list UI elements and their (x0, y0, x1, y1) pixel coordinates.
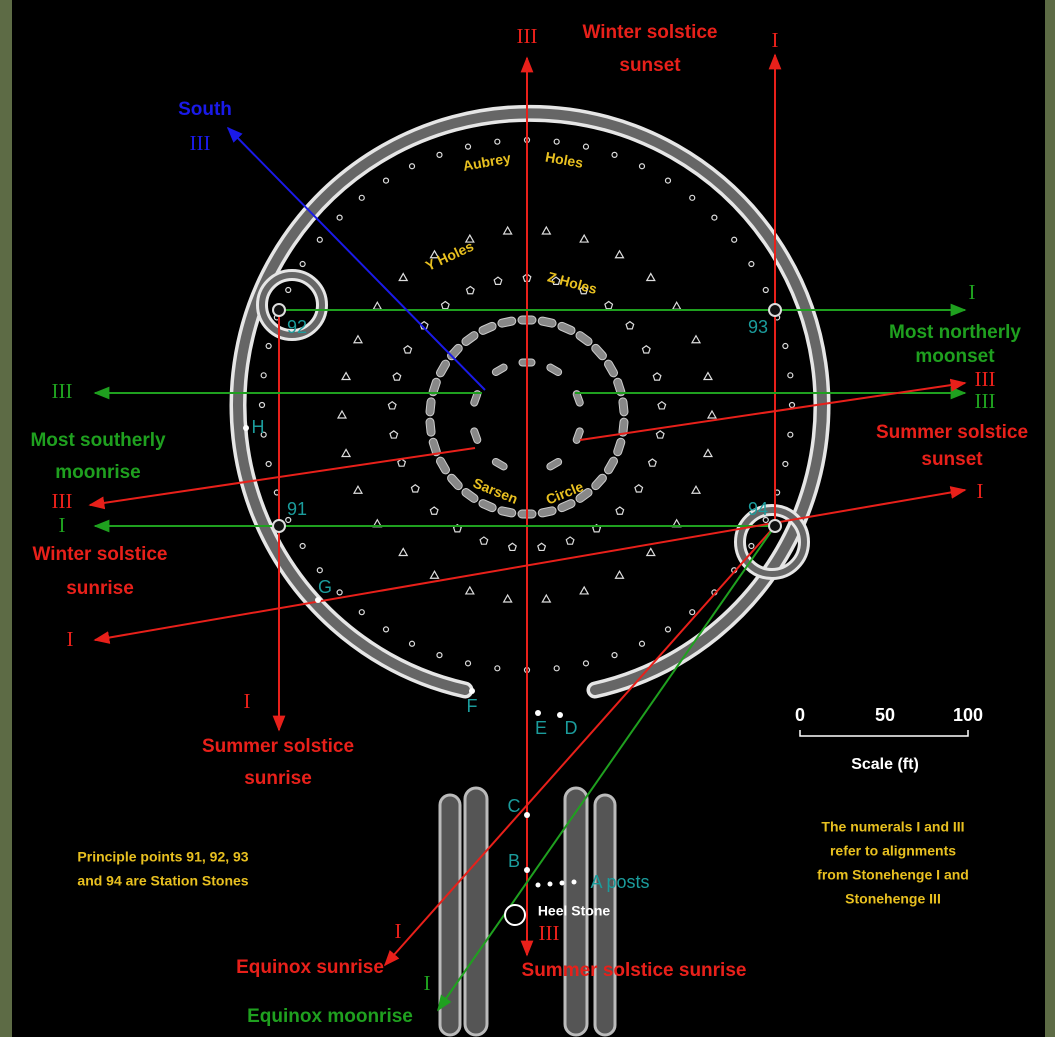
numeral: I (977, 479, 984, 503)
numeral: III (539, 921, 560, 945)
feature-label: Heel Stone (538, 903, 611, 919)
numeral: I (244, 689, 251, 713)
alignment-label: Winter solstice (33, 544, 168, 565)
note: The numerals I and III (821, 819, 964, 835)
marker-dot (469, 688, 475, 694)
numeral: I (59, 513, 66, 537)
marker-dot (243, 425, 249, 431)
marker-dot (524, 812, 530, 818)
marker-label: B (508, 851, 520, 871)
alignment-label: Equinox moonrise (247, 1006, 413, 1027)
marker-dot (524, 867, 530, 873)
body: III Winter solstice sunset I South III I… (0, 0, 1055, 1037)
marker-label: F (467, 696, 478, 716)
note: and 94 are Station Stones (77, 873, 248, 889)
marker-label: H (252, 417, 265, 437)
alignment-label: moonset (915, 346, 995, 367)
station-label: 94 (748, 499, 768, 519)
numeral: I (424, 971, 431, 995)
marker-label: E (535, 718, 547, 738)
station-stone (273, 304, 285, 316)
numeral: III (517, 24, 538, 48)
numeral: I (395, 919, 402, 943)
a-post (572, 880, 577, 885)
alignment-label: Summer solstice sunrise (522, 960, 747, 981)
station-label: 92 (287, 317, 307, 337)
heel-stone (505, 905, 525, 925)
alignment-label: sunset (619, 55, 681, 76)
note: Principle points 91, 92, 93 (77, 849, 248, 865)
sarsen-stone (619, 397, 629, 416)
station-label: 93 (748, 317, 768, 337)
a-post (548, 882, 553, 887)
sarsen-stone (426, 397, 436, 416)
station-stone (769, 304, 781, 316)
avenue-bank (440, 795, 460, 1035)
a-post (536, 883, 541, 888)
alignment-label: Most northerly (889, 322, 1021, 343)
scale-tick-label: 50 (875, 705, 895, 725)
marker-dot (315, 597, 321, 603)
sarsen-stone (426, 418, 436, 437)
numeral: III (975, 367, 996, 391)
alignment-label: Summer solstice (876, 422, 1028, 443)
marker-dot (535, 710, 541, 716)
alignment-label: Most southerly (30, 430, 166, 451)
note: refer to alignments (830, 843, 956, 859)
avenue-bank (465, 788, 487, 1035)
numeral: I (969, 280, 976, 304)
diagram: III Winter solstice sunset I South III I… (0, 0, 1055, 1037)
scale-tick-label: 100 (953, 705, 983, 725)
scale-title: Scale (ft) (851, 756, 919, 773)
alignment-label: South (178, 99, 232, 120)
numeral: I (67, 627, 74, 651)
note: Stonehenge III (845, 891, 941, 907)
scale-tick-label: 0 (795, 705, 805, 725)
alignment-label: Summer solstice (202, 736, 354, 757)
feature-label: A posts (590, 872, 649, 892)
note: from Stonehenge I and (817, 867, 969, 883)
numeral: III (975, 389, 996, 413)
numeral: III (190, 131, 211, 155)
station-stone (273, 520, 285, 532)
marker-label: D (565, 718, 578, 738)
station-stone (769, 520, 781, 532)
alignment-label: sunrise (244, 768, 312, 789)
numeral: III (52, 379, 73, 403)
alignment-label: Winter solstice (583, 22, 718, 43)
numeral: III (52, 489, 73, 513)
page: Stonehenge alignments {"labels": { "ws_s… (0, 0, 1055, 1037)
marker-label: C (508, 796, 521, 816)
alignment-label: sunset (921, 449, 983, 470)
alignment-label: sunrise (66, 578, 134, 599)
marker-dot (557, 712, 563, 718)
station-label: 91 (287, 499, 307, 519)
a-post (560, 881, 565, 886)
numeral: I (772, 28, 779, 52)
alignment-label: Equinox sunrise (236, 957, 384, 978)
marker-label: G (318, 577, 332, 597)
alignment-label: moonrise (55, 462, 141, 483)
